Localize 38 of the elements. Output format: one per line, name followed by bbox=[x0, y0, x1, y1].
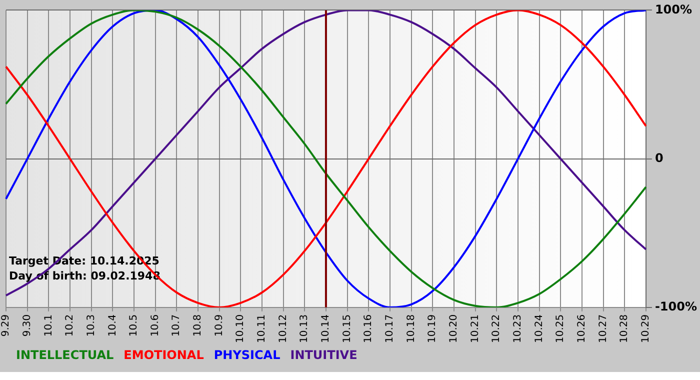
x-tick-label: 10.24 bbox=[534, 314, 545, 344]
x-tick-label: 10.22 bbox=[491, 314, 502, 344]
x-tick-label: 10.15 bbox=[342, 314, 353, 344]
x-tick-label: 10.16 bbox=[363, 314, 374, 344]
x-tick-label: 10.23 bbox=[512, 314, 524, 344]
x-tick-label: 10.11 bbox=[256, 314, 268, 344]
x-tick-label: 10.3 bbox=[86, 314, 97, 337]
x-tick-label: 10.14 bbox=[320, 314, 332, 344]
x-tick-label: 10.20 bbox=[448, 314, 460, 344]
x-tick-label: 10.17 bbox=[384, 314, 396, 344]
x-tick-label: 9.30 bbox=[22, 314, 33, 337]
text: INTUITIVE bbox=[290, 348, 358, 362]
x-tick-label: 10.27 bbox=[598, 314, 609, 344]
y-tick-label: 100% bbox=[654, 2, 692, 16]
x-tick-label: 10.1 bbox=[43, 314, 54, 337]
x-tick-label: 10.8 bbox=[192, 314, 204, 337]
x-tick-label: 10.18 bbox=[406, 314, 417, 344]
x-tick-label: 10.21 bbox=[470, 314, 481, 344]
x-tick-label: 10.7 bbox=[171, 314, 182, 337]
text: EMOTIONAL bbox=[124, 348, 204, 362]
text: PHYSICAL bbox=[214, 348, 281, 362]
x-tick-label: 10.19 bbox=[427, 314, 438, 344]
text: INTELLECTUAL bbox=[16, 348, 114, 362]
x-tick-label: 10.12 bbox=[278, 314, 289, 344]
x-tick-label: 10.26 bbox=[576, 314, 588, 344]
x-tick-label: 10.6 bbox=[150, 314, 161, 337]
x-tick-label: 10.28 bbox=[619, 314, 630, 344]
y-tick-label: 0 bbox=[654, 150, 664, 165]
x-tick-label: 10.9 bbox=[214, 314, 225, 337]
x-tick-label: 10.13 bbox=[299, 314, 310, 344]
x-tick-label: 10.2 bbox=[64, 314, 76, 337]
x-tick-label: 10.29 bbox=[640, 314, 652, 344]
x-tick-label: 10.5 bbox=[128, 314, 140, 337]
x-tick-label: 10.10 bbox=[235, 314, 246, 344]
x-tick-label: 10.25 bbox=[555, 314, 566, 344]
x-tick-label: 9.29 bbox=[0, 314, 12, 337]
x-tick-label: 10.4 bbox=[107, 314, 118, 337]
y-tick-label: -100% bbox=[654, 299, 698, 314]
